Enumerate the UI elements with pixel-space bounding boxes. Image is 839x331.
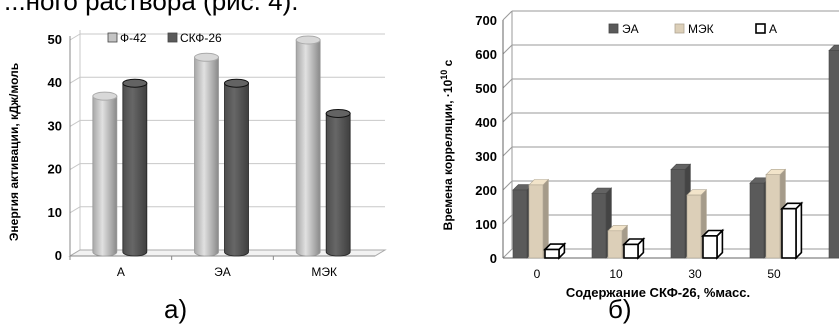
chart-b-bar-А-0 bbox=[544, 248, 560, 259]
chart-b-ytick-label: 400 bbox=[475, 115, 497, 130]
chart-b-bar-side bbox=[795, 201, 803, 260]
chart-b-ytick-label: 200 bbox=[475, 183, 497, 198]
chart-b-xlabel: Содержание СКФ-26, %масс. bbox=[566, 285, 750, 300]
chart-b-gridline-side bbox=[502, 214, 513, 225]
chart-b-ylabel: Времена корреляции, ·1010 с bbox=[439, 59, 455, 230]
chart-a-bar-Ф-42-ЭА bbox=[194, 56, 219, 257]
chart-a-bar-top bbox=[194, 52, 219, 62]
chart-a-xtick-label: А bbox=[117, 265, 125, 279]
chart-b-bar-ЭА-0 bbox=[512, 189, 528, 259]
chart-a-bar-СКФ-26-МЭК bbox=[325, 113, 351, 257]
chart-b-legend-swatch bbox=[674, 23, 685, 34]
chart-a-gridline-side bbox=[69, 163, 81, 171]
chart-b-bar-А-50 bbox=[781, 207, 797, 259]
chart-b-ytick-label: 100 bbox=[475, 217, 497, 232]
chart-b-bar-А-30 bbox=[702, 235, 718, 259]
chart-b-xtick-label: 30 bbox=[688, 267, 702, 281]
chart-a-bar-СКФ-26-А bbox=[122, 82, 148, 257]
chart-a-legend-label: Ф-42 bbox=[120, 31, 147, 45]
chart-a-xtick-label: МЭК bbox=[311, 265, 337, 279]
chart-a-legend-label: СКФ-26 bbox=[180, 31, 222, 45]
chart-b-bar-МЭК-50 bbox=[765, 174, 781, 259]
chart-b-bar-ЭА-30 bbox=[670, 169, 686, 259]
chart-b-bar-МЭК-0 bbox=[528, 184, 544, 259]
chart-a-bar-top bbox=[224, 78, 249, 88]
chart-b-gridline-side bbox=[502, 44, 513, 55]
chart-a-ytick-label: 10 bbox=[48, 205, 62, 220]
chart-a-ylabel: Энергия активации, кДж/моль bbox=[7, 63, 21, 241]
chart-b-legend-swatch bbox=[755, 23, 766, 34]
chart-b-bar-top bbox=[828, 44, 839, 51]
chart-b-bar-ЭА-100 bbox=[828, 50, 839, 259]
chart-a-gridline-side bbox=[69, 119, 81, 127]
chart-b-gridline-side bbox=[502, 146, 513, 157]
chart-b-gridline-side bbox=[502, 112, 513, 123]
chart-a-group: 0 10 20 30 40 50 Энергия активации, кДж/моль А Э… bbox=[7, 30, 387, 279]
chart-a-bar-СКФ-26-ЭА bbox=[224, 82, 249, 257]
chart-b-bar-МЭК-30 bbox=[686, 194, 702, 259]
chart-b-xtick-label: 50 bbox=[767, 267, 781, 281]
chart-a-legend-swatch bbox=[167, 32, 178, 43]
chart-a-xtick-label: ЭА bbox=[214, 265, 231, 279]
chart-b-bar-А-10 bbox=[623, 243, 639, 259]
chart-a-bar-top bbox=[325, 108, 351, 118]
chart-b-gridline-side bbox=[502, 248, 513, 259]
chart-b-ytick-label: 700 bbox=[475, 13, 497, 28]
chart-a-ytick-label: 30 bbox=[48, 118, 62, 133]
chart-b-ytick-label: 300 bbox=[475, 149, 497, 164]
chart-a-bar-Ф-42-МЭК bbox=[295, 39, 321, 257]
chart-b-gridline-side bbox=[502, 180, 513, 191]
chart-b-legend-label: А bbox=[769, 22, 777, 36]
chart-b-legend-swatch bbox=[608, 23, 619, 34]
chart-b-gridline-side bbox=[502, 10, 513, 21]
chart-a-ytick-label: 20 bbox=[48, 162, 62, 177]
chart-a-bar-top bbox=[295, 35, 321, 45]
chart-b-legend-label: МЭК bbox=[688, 22, 714, 36]
chart-a-bar-top bbox=[92, 91, 118, 101]
chart-b-bar-ЭА-10 bbox=[591, 193, 607, 259]
chart-a-legend-swatch bbox=[107, 32, 118, 43]
chart-a-gridline-side bbox=[69, 206, 81, 214]
chart-b-legend-label: ЭА bbox=[622, 22, 639, 36]
chart-a-ytick-label: 40 bbox=[48, 75, 62, 90]
header-text-fragment: ...ного раствора (рис. 4). bbox=[4, 0, 299, 16]
chart-a-gridline-side bbox=[69, 33, 81, 41]
chart-a-bar-top bbox=[122, 78, 148, 88]
caption-b: б) bbox=[608, 294, 632, 324]
chart-b-ytick-label: 600 bbox=[475, 47, 497, 62]
chart-b-xtick-label: 0 bbox=[534, 267, 541, 281]
caption-a: а) bbox=[164, 294, 188, 324]
chart-b-ytick-label: 500 bbox=[475, 81, 497, 96]
chart-a-gridline-side bbox=[69, 76, 81, 84]
chart-a-ytick-label: 0 bbox=[55, 248, 62, 263]
chart-b-bar-ЭА-50 bbox=[749, 182, 765, 259]
chart-a-bar-Ф-42-А bbox=[92, 95, 118, 257]
chart-b-gridline-side bbox=[502, 78, 513, 89]
chart-b-xtick-label: 10 bbox=[609, 267, 623, 281]
chart-b-ytick-label: 0 bbox=[490, 251, 497, 266]
chart-b-bar-МЭК-10 bbox=[607, 230, 623, 259]
chart-a-ytick-label: 50 bbox=[48, 32, 62, 47]
